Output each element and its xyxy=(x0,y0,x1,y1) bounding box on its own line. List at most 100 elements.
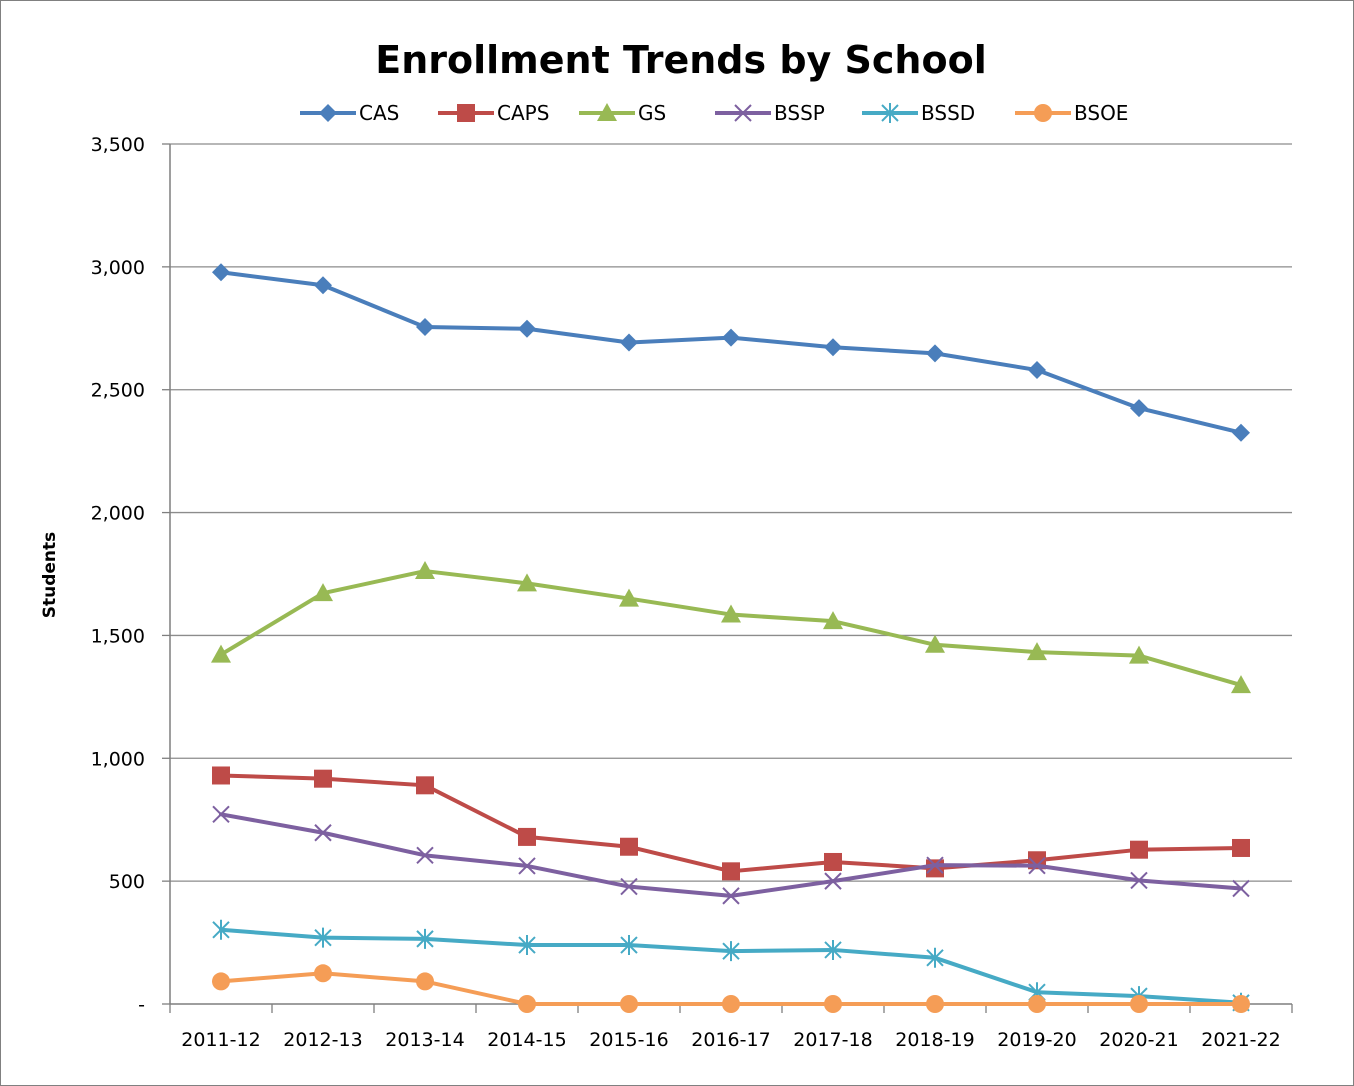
y-tick-label: 1,000 xyxy=(91,748,145,770)
legend-swatch-marker xyxy=(881,103,899,123)
data-point-gs xyxy=(517,573,537,592)
data-point-bssp xyxy=(722,887,740,905)
x-tick-label: 2018-19 xyxy=(895,1029,974,1051)
x-tick-label: 2012-13 xyxy=(283,1029,362,1051)
data-point-cas xyxy=(1130,399,1148,418)
legend-item-gs: GS xyxy=(579,101,666,125)
data-point-bssp xyxy=(926,856,944,874)
legend-label: GS xyxy=(638,101,666,125)
x-tick-label: 2017-18 xyxy=(793,1029,872,1051)
data-point-bssd xyxy=(620,935,638,956)
y-axis-title: Students xyxy=(40,532,60,619)
data-point-gs xyxy=(1027,642,1047,661)
data-point-bssd xyxy=(416,928,434,949)
data-point-bssp xyxy=(824,872,842,890)
data-point-bssd xyxy=(824,939,842,960)
series-bssp xyxy=(212,805,1250,905)
legend-swatch-marker xyxy=(319,104,337,122)
data-point-caps xyxy=(1130,840,1148,859)
data-point-gs xyxy=(619,588,639,607)
legend-item-caps: CAPS xyxy=(438,101,549,125)
data-point-bsoe xyxy=(416,972,434,991)
data-point-caps xyxy=(212,766,230,785)
data-point-gs xyxy=(925,634,945,653)
chart-title: Enrollment Trends by School xyxy=(375,38,986,82)
data-point-caps xyxy=(926,859,944,878)
data-point-bssp xyxy=(212,805,230,824)
data-point-bssp xyxy=(1130,871,1148,890)
y-tick-label: 1,500 xyxy=(91,625,145,647)
legend-label: BSSP xyxy=(774,101,825,125)
data-point-cas xyxy=(824,338,842,357)
data-point-caps xyxy=(824,852,842,871)
legend: CAS CAPS GS BSSP BSSD BSOE xyxy=(300,101,1128,125)
data-point-cas xyxy=(212,263,230,282)
legend-item-bssp: BSSP xyxy=(715,101,825,125)
x-tick-label: 2011-12 xyxy=(181,1029,260,1051)
data-point-cas xyxy=(1028,361,1046,380)
legend-label: BSOE xyxy=(1074,101,1128,125)
data-point-gs xyxy=(313,583,333,602)
data-point-caps xyxy=(518,827,536,846)
x-axis-ticks: 2011-12 2012-13 2013-14 2014-15 2015-16 2016-… xyxy=(169,1004,1293,1051)
data-point-bsoe xyxy=(620,995,638,1013)
data-point-bssd xyxy=(212,919,230,940)
data-point-cas xyxy=(314,276,332,295)
data-point-bsoe xyxy=(824,995,842,1013)
data-point-cas xyxy=(620,333,638,352)
data-point-bsoe xyxy=(1232,995,1250,1013)
data-point-gs xyxy=(415,561,435,580)
data-point-gs xyxy=(1231,675,1251,694)
data-point-caps xyxy=(314,769,332,788)
data-point-bssp xyxy=(620,877,638,896)
data-point-caps xyxy=(416,776,434,795)
data-point-bsoe xyxy=(1028,995,1046,1013)
data-point-bssp xyxy=(1028,856,1046,875)
data-point-bssd xyxy=(518,935,536,956)
legend-swatch-marker xyxy=(1034,104,1052,122)
series-line-cas xyxy=(219,270,1243,435)
x-tick-label: 2015-16 xyxy=(589,1029,668,1051)
gridlines xyxy=(170,143,1292,882)
series-line-caps xyxy=(219,773,1243,874)
data-point-bsoe xyxy=(926,995,944,1013)
data-point-caps xyxy=(620,837,638,856)
data-point-cas xyxy=(926,344,944,363)
data-point-bssd xyxy=(314,927,332,948)
legend-item-cas: CAS xyxy=(300,101,399,125)
y-tick-label: 3,000 xyxy=(91,257,145,279)
legend-label: CAS xyxy=(359,101,399,125)
x-tick-label: 2020-21 xyxy=(1099,1029,1178,1051)
data-point-caps xyxy=(722,862,740,881)
data-point-gs xyxy=(721,604,741,623)
series-layer xyxy=(211,263,1251,1013)
data-point-cas xyxy=(722,328,740,347)
data-point-bsoe xyxy=(722,995,740,1013)
series-cas xyxy=(212,263,1250,442)
data-point-bssp xyxy=(314,824,332,842)
legend-swatch-marker xyxy=(457,104,475,122)
data-point-bsoe xyxy=(314,964,332,983)
y-tick-label: 2,000 xyxy=(91,503,145,525)
data-point-cas xyxy=(518,319,536,338)
series-line-bssd xyxy=(219,927,1243,1005)
y-tick-label: - xyxy=(138,994,145,1016)
y-tick-label: 2,500 xyxy=(91,380,145,402)
data-point-bssp xyxy=(518,857,536,875)
data-point-bsoe xyxy=(1130,995,1148,1013)
series-caps xyxy=(212,766,1250,881)
data-point-cas xyxy=(416,318,434,337)
y-axis-ticks: - 500 1,000 1,500 2,000 2,500 3,000 3,500 xyxy=(91,134,170,1016)
legend-swatch-marker xyxy=(734,104,752,122)
data-point-bsoe xyxy=(518,995,536,1013)
legend-swatch-marker xyxy=(597,103,617,121)
y-tick-label: 500 xyxy=(109,871,145,893)
legend-label: BSSD xyxy=(921,101,975,125)
data-point-bssp xyxy=(416,846,434,865)
y-tick-label: 3,500 xyxy=(91,134,145,156)
data-point-gs xyxy=(823,611,843,630)
data-point-bsoe xyxy=(212,972,230,991)
data-point-cas xyxy=(1232,423,1250,442)
